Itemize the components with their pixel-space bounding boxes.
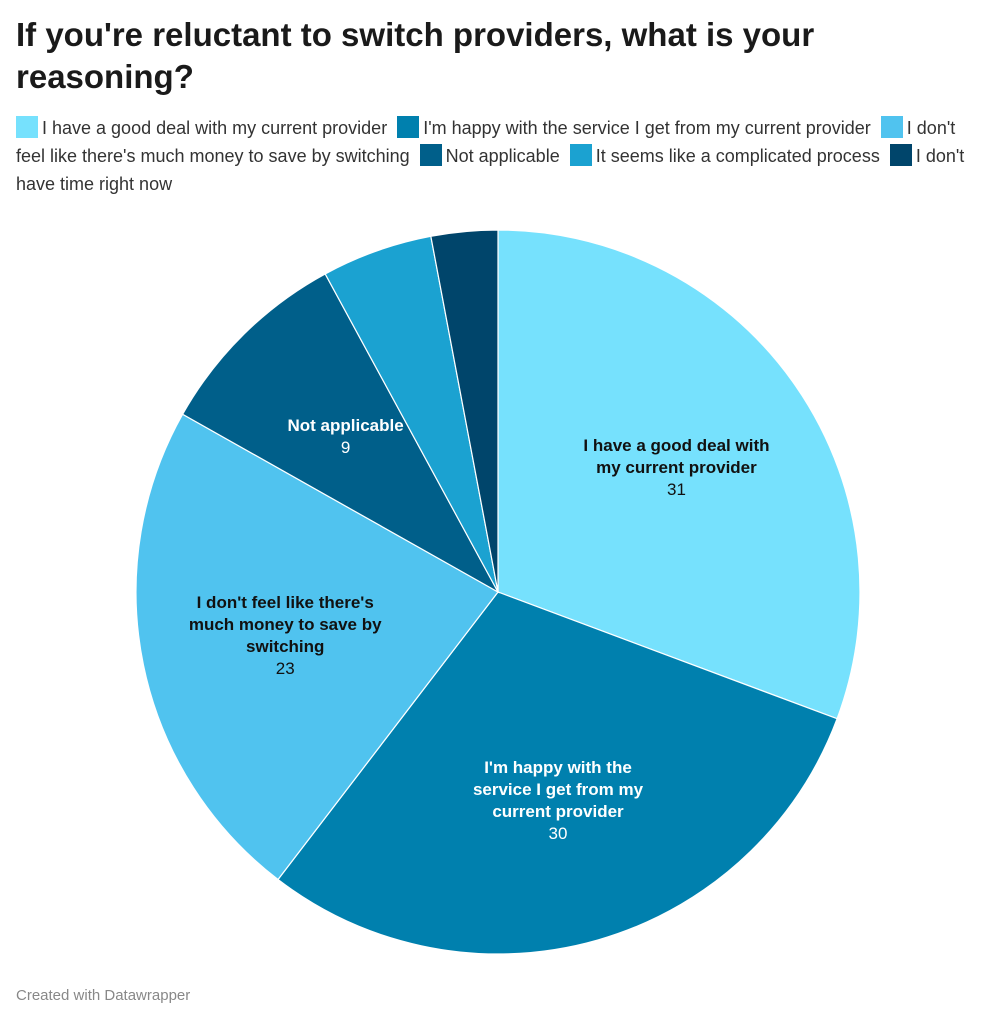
footer: Created with Datawrapper <box>16 987 191 1004</box>
legend-item: I have a good deal with my current provi… <box>16 116 388 138</box>
slice-value: 31 <box>666 480 686 500</box>
legend-label: Not applicable <box>445 146 560 166</box>
legend-label: I don't feel like there's much money to … <box>16 118 956 166</box>
legend-swatch <box>419 144 442 166</box>
slice-label: I don't feel like there's much money to … <box>185 592 385 680</box>
legend-label: It seems like a complicated process <box>595 146 880 166</box>
slice-value: 9 <box>340 438 351 458</box>
legend: I have a good deal with my current provi… <box>16 114 976 198</box>
slice-category: I'm happy with the service I get from my… <box>472 757 644 821</box>
legend-swatch <box>397 116 420 138</box>
pie-slice <box>430 229 499 593</box>
slice-label: I have a good deal with my current provi… <box>576 435 776 501</box>
slice-label: I'm happy with the service I get from my… <box>458 757 658 845</box>
slice-value: 23 <box>275 658 295 678</box>
legend-label: I'm happy with the service I get from my… <box>423 118 871 138</box>
pie-slice <box>181 273 500 594</box>
legend-item: It seems like a complicated process <box>569 144 880 166</box>
legend-swatch <box>889 144 912 166</box>
legend-item: I'm happy with the service I get from my… <box>397 116 871 138</box>
legend-label: I don't have time right now <box>16 146 965 194</box>
legend-swatch <box>880 116 903 138</box>
pie-slice <box>135 413 499 881</box>
legend-item: I don't have time right now <box>16 144 965 194</box>
legend-item: I don't feel like there's much money to … <box>16 116 956 166</box>
pie-slice <box>497 229 861 720</box>
slice-category: I have a good deal with my current provi… <box>583 436 770 478</box>
slice-value: 30 <box>548 823 568 843</box>
slice-label: Not applicable 9 <box>246 415 446 459</box>
legend-label: I have a good deal with my current provi… <box>42 118 388 138</box>
slice-category: I don't feel like there's much money to … <box>188 592 382 656</box>
chart-title: If you're reluctant to switch providers,… <box>16 16 815 95</box>
legend-swatch <box>16 116 38 138</box>
legend-swatch <box>569 144 592 166</box>
legend-item: Not applicable <box>419 144 560 166</box>
pie-slice <box>277 591 838 955</box>
slice-category: Not applicable <box>287 416 404 436</box>
